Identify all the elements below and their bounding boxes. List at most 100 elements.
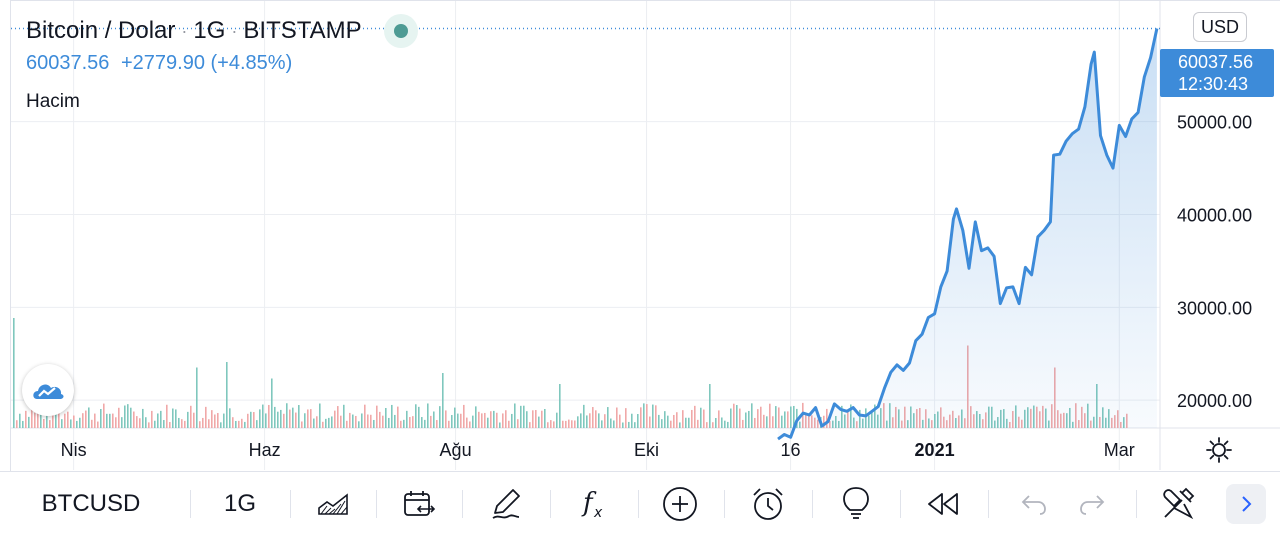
volume-bar [613,420,615,428]
volume-bar [196,367,198,428]
volume-bar [589,413,591,428]
volume-bar [472,415,474,428]
volume-bar [103,403,105,428]
volume-bar [616,407,618,428]
volume-bar [583,404,585,428]
volume-bar [160,410,162,428]
volume-bar [640,407,642,428]
volume-bar [133,411,135,428]
volume-bar [433,411,435,428]
volume-bar [250,411,252,428]
volume-bar [124,405,126,428]
volume-bar [208,419,210,428]
volume-bar [205,406,207,428]
symbol-search-button[interactable]: BTCUSD [41,489,141,517]
volume-bar [271,378,273,428]
volume-bar [610,418,612,428]
volume-bar [178,417,180,428]
redo-icon[interactable] [1072,472,1112,535]
volume-bar [712,422,714,428]
price-chart[interactable]: 50000.00 40000.00 30000.00 20000.00 Nis Haz A… [0,0,1280,470]
volume-bar [295,412,297,428]
volume-bar [307,409,309,428]
volume-bar [349,412,351,428]
volume-indicator-label[interactable]: Hacim [26,91,80,112]
volume-bar [316,416,318,428]
volume-bar [85,410,87,428]
next-icon[interactable] [1226,484,1266,524]
volume-bar [148,422,150,428]
volume-bar [352,414,354,428]
volume-bar [637,414,639,428]
volume-bar [169,422,171,428]
volume-bar [340,415,342,428]
volume-bar [742,419,744,428]
tradingview-logo-icon[interactable] [22,364,74,416]
ideas-icon[interactable] [836,472,876,535]
toolbar-divider [812,490,813,518]
volume-bar [739,408,741,428]
volume-bar [520,405,522,428]
add-icon[interactable] [660,472,700,535]
tools-icon[interactable] [1158,472,1198,535]
x-tick-label: 16 [781,440,801,460]
volume-bar [751,403,753,428]
volume-bar [373,419,375,428]
volume-bar [823,415,825,428]
volume-bar [241,418,243,428]
volume-bar [517,419,519,428]
volume-bar [559,384,561,428]
volume-bar [49,420,51,428]
volume-bar [43,419,45,428]
draw-icon[interactable] [486,472,526,535]
volume-bar [34,412,36,428]
interval-label[interactable]: 1G [193,17,226,44]
volume-bar [298,405,300,428]
volume-bar [94,413,96,428]
alert-icon[interactable] [748,472,788,535]
chart-type-icon[interactable] [313,472,353,535]
undo-icon[interactable] [1014,472,1054,535]
toolbar-divider [550,490,551,518]
volume-bar [412,416,414,428]
volume-bar [556,412,558,428]
volume-bar [139,418,141,428]
volume-bar [343,404,345,428]
volume-bar [655,405,657,428]
volume-bar [334,410,336,428]
volume-bar [532,410,534,428]
volume-bar [607,407,609,428]
interval-button[interactable]: 1G [223,489,256,517]
volume-bar [265,413,267,428]
volume-bar [436,420,438,428]
volume-bar [406,410,408,428]
chart-settings-icon[interactable] [1205,436,1233,464]
last-price: 60037.56 [26,52,110,74]
y-tick-label: 20000.00 [1177,391,1252,411]
volume-bar [727,421,729,428]
replay-icon[interactable] [924,472,964,535]
volume-bar [358,421,360,428]
market-status-icon[interactable] [383,14,418,48]
x-tick-label: Mar [1104,440,1135,460]
date-range-icon[interactable] [398,472,440,535]
volume-bar [745,412,747,428]
volume-bar [646,404,648,428]
volume-bar [223,413,225,428]
y-tick-label: 50000.00 [1177,113,1252,133]
volume-bar [550,420,552,428]
volume-bar [754,417,756,428]
volume-bar [778,407,780,428]
volume-bar [106,413,108,428]
volume-bar [661,419,663,428]
currency-button[interactable]: USD [1193,12,1247,42]
volume-bar [448,420,450,428]
symbol-name[interactable]: Bitcoin / Dolar [26,17,176,44]
volume-bar [361,413,363,428]
volume-bar [190,405,192,428]
volume-bar [235,420,237,428]
volume-bar [628,421,630,428]
volume-bar [451,415,453,428]
